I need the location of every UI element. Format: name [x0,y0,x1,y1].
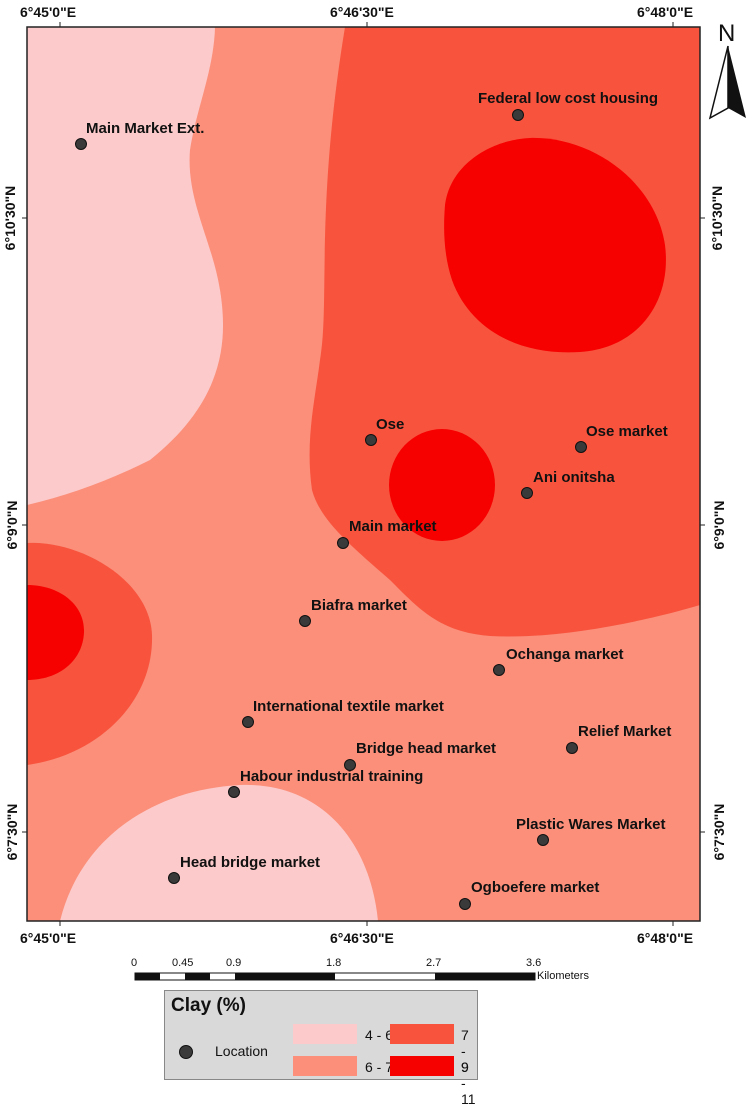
location-label-ochanga-market: Ochanga market [506,646,624,663]
location-label-relief-market: Relief Market [578,723,672,740]
legend-label-7-9: 7 - 9 [461,1027,469,1075]
map-frame [26,26,701,922]
coord-right-2: 6°9'0"N [711,500,727,550]
coord-bottom-1: 6°45'0"E [20,930,77,946]
scale-bar [134,972,536,981]
legend-label-4-6: 4 - 6 [365,1027,394,1043]
coord-right-1: 6°10'30"N [709,185,725,251]
coord-top-2: 6°46'30"E [330,4,394,20]
location-label-ose-market: Ose market [586,423,668,440]
location-dot-ani-onitsha [521,487,533,499]
location-label-plastic-wares-market: Plastic Wares Market [516,816,666,833]
zone-4-6-south [60,784,378,921]
location-dot-biafra-market [299,615,311,627]
north-label: N [718,20,736,47]
scale-tick-2: 0.9 [226,957,242,969]
location-label-biafra-market: Biafra market [311,597,407,614]
legend-label-9-11: 9 - 11 [461,1059,476,1107]
legend-swatch-6-7 [293,1056,357,1076]
scale-tick-5: 3.6 [526,957,542,969]
zone-9-11-east [444,137,666,353]
north-arrow-icon [708,45,746,120]
location-label-main-market-ext: Main Market Ext. [86,120,205,137]
location-dot-main-market-ext [75,138,87,150]
scale-tick-1: 0.45 [172,957,194,969]
location-label-main-market: Main market [349,518,437,535]
clay-map [22,22,705,981]
scale-tick-4: 2.7 [426,957,442,969]
legend-swatch-9-11 [390,1056,454,1076]
location-dot-head-bridge-market [168,872,180,884]
location-label-federal-low-cost-housing: Federal low cost housing [478,90,659,107]
legend-label-6-7: 6 - 7 [365,1059,394,1075]
scale-tick-0: 0 [131,957,138,969]
legend-location-label: Location [215,1043,268,1059]
location-label-ani-onitsha: Ani onitsha [533,469,615,486]
coord-left-2: 6°9'0"N [4,500,20,550]
coord-left-3: 6°7'30"N [4,803,20,861]
coord-top-3: 6°48'0"E [637,4,694,20]
coord-right-3: 6°7'30"N [711,803,727,861]
location-label-habour-industrial-training: Habour industrial training [240,768,424,785]
location-label-ose: Ose [376,416,405,433]
scale-unit: Kilometers [537,970,589,982]
location-dot-relief-market [566,742,578,754]
location-dot-ogboefere-market [459,898,471,910]
location-dot-bridge-head-market [344,759,356,771]
location-dot-federal-low-cost-housing [512,109,524,121]
coord-bottom-3: 6°48'0"E [637,930,694,946]
location-dot-main-market [337,537,349,549]
coord-top-1: 6°45'0"E [20,4,77,20]
location-dot-habour-industrial-training [228,786,240,798]
location-label-international-textile-market: International textile market [253,698,444,715]
zone-9-11-west [27,585,85,680]
location-dot-ochanga-market [493,664,505,676]
coord-left-1: 6°10'30"N [2,185,18,251]
zone-9-11-center [389,429,495,541]
legend-swatch-4-6 [293,1024,357,1044]
location-dot-ose [365,434,377,446]
location-dot-plastic-wares-market [537,834,549,846]
location-label-head-bridge-market: Head bridge market [180,854,321,871]
coord-bottom-2: 6°46'30"E [330,930,394,946]
legend-title: Clay (%) [171,995,246,1016]
legend-swatch-7-9 [390,1024,454,1044]
location-label-ogboefere-market: Ogboefere market [471,879,600,896]
location-dot-ose-market [575,441,587,453]
legend-location-symbol [179,1045,193,1059]
location-label-bridge-head-market: Bridge head market [356,740,497,757]
legend: Clay (%) Location 4 - 6 6 - 7 7 - 9 9 - … [164,990,478,1107]
scale-tick-3: 1.8 [326,957,342,969]
location-dot-international-textile-market [242,716,254,728]
